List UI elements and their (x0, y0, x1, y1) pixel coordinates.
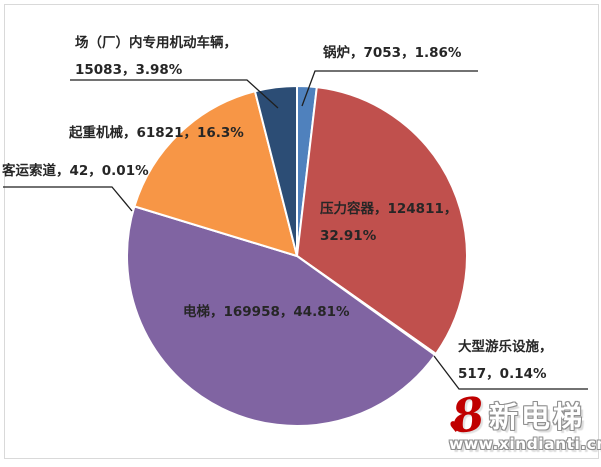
label-amusement-line2: 517，0.14% (458, 366, 547, 382)
label-crane-line1: 起重机械，61821，16.3% (69, 125, 244, 141)
leader-line-amusement (433, 355, 588, 390)
label-cableway-line1: 客运索道，42，0.01% (2, 163, 149, 179)
watermark-url: www.xindianti.cn (449, 435, 601, 453)
leader-lines (3, 70, 588, 390)
pie-slice-5 (133, 90, 298, 257)
pie-slice-1 (296, 86, 468, 355)
pie-slices (126, 85, 468, 427)
label-pressure-vessel-line2: 32.91% (320, 228, 377, 244)
label-cableway: 客运索道，42，0.01% (2, 161, 149, 181)
label-amusement: 大型游乐设施， 517，0.14% (458, 334, 553, 388)
watermark-brand: 新电梯 (489, 400, 586, 434)
leader-line-factory-vehicle (70, 79, 279, 109)
heart-icon: ♥ (449, 418, 463, 436)
label-factory-vehicle: 场（厂）内专用机动车辆， 15083，3.98% (75, 30, 237, 84)
pie-slice-3 (126, 205, 437, 427)
label-amusement-line1: 大型游乐设施， (458, 339, 553, 355)
label-crane: 起重机械，61821，16.3% (69, 123, 244, 143)
label-boiler: 锅炉，7053，1.86% (323, 43, 461, 63)
label-factory-vehicle-line1: 场（厂）内专用机动车辆， (75, 35, 237, 51)
pie-slice-6 (253, 85, 298, 257)
leader-line-boiler (301, 70, 478, 107)
leader-line-cableway (3, 186, 133, 212)
label-boiler-line1: 锅炉，7053，1.86% (323, 45, 462, 61)
label-pressure-vessel-line1: 压力容器，124811， (320, 201, 458, 217)
label-elevator: 电梯，169958，44.81% (183, 302, 350, 322)
label-factory-vehicle-line2: 15083，3.98% (75, 62, 183, 78)
label-elevator-line1: 电梯，169958，44.81% (183, 304, 350, 320)
label-pressure-vessel: 压力容器，124811， 32.91% (320, 196, 457, 250)
